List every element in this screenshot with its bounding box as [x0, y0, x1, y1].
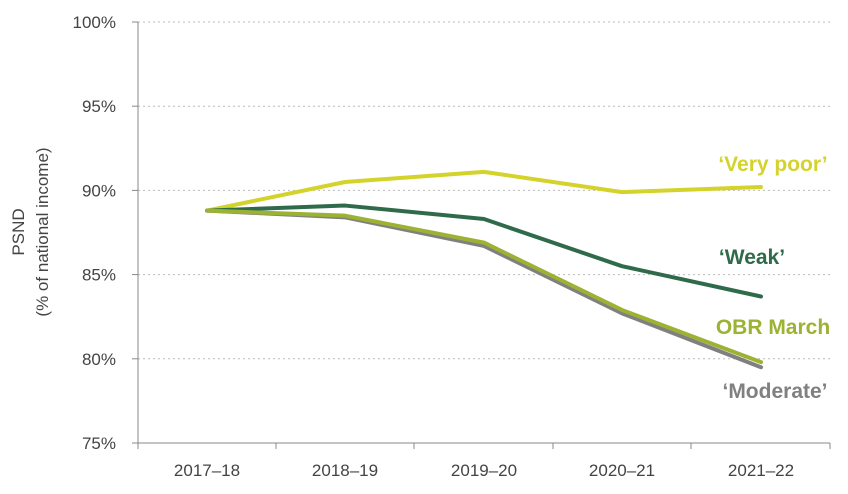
x-tick-label: 2018–19	[312, 461, 378, 480]
x-tick-label: 2017–18	[174, 461, 240, 480]
x-tick-label: 2020–21	[589, 461, 655, 480]
series-label: ‘Weak’	[719, 246, 785, 269]
y-axis-label: PSND (% of national income)	[9, 147, 52, 316]
series-label: ‘Moderate’	[722, 380, 827, 403]
y-tick-label: 85%	[82, 266, 116, 285]
series-line	[205, 203, 763, 299]
y-tick-label: 100%	[73, 13, 116, 32]
series-line	[205, 208, 763, 365]
y-tick-label: 75%	[82, 434, 116, 453]
y-tick-label: 80%	[82, 350, 116, 369]
y-tick-label: 90%	[82, 181, 116, 200]
axes	[137, 22, 830, 444]
y-tick-labels: 75% 80% 85% 90% 95% 100%	[73, 13, 138, 453]
series-label: ‘Very poor’	[718, 153, 827, 176]
x-tick-labels: 2017–18 2018–19 2019–20 2020–21 2021–22	[137, 443, 831, 480]
series-line	[205, 208, 763, 370]
y-axis-label-line1: PSND	[9, 208, 28, 255]
series-lines	[205, 169, 763, 370]
y-axis-label-line2: (% of national income)	[33, 147, 52, 316]
x-tick-label: 2019–20	[451, 461, 517, 480]
y-tick-label: 95%	[82, 97, 116, 116]
series-label: OBR March	[716, 316, 830, 339]
series-labels: ‘Very poor’ ‘Weak’ OBR March ‘Moderate’	[716, 153, 830, 403]
x-tick-label: 2021–22	[728, 461, 794, 480]
series-line	[205, 169, 763, 213]
gridlines	[138, 21, 830, 360]
